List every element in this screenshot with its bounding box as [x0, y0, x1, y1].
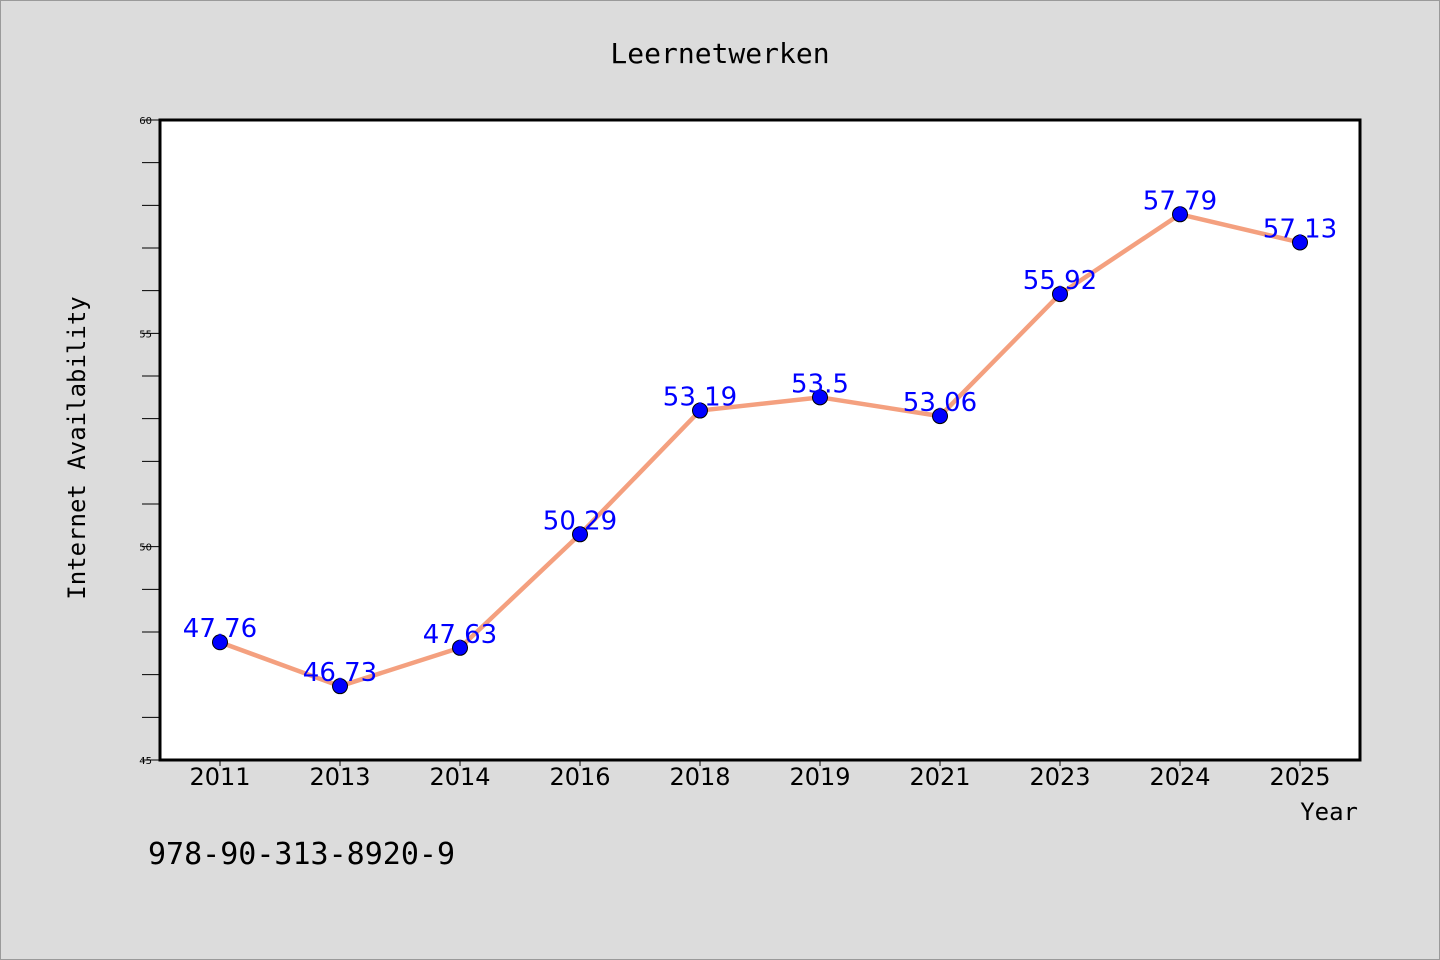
data-label: 57.79 — [1143, 186, 1217, 216]
x-axis-ticks: 2011 2013 2014 2016 2018 2019 2021 2023 2024 2025 — [189, 760, 1331, 791]
y-tick-label: 45 — [139, 756, 152, 767]
x-tick-label: 2013 — [309, 763, 370, 791]
x-axis-label: Year — [1300, 798, 1358, 826]
data-point — [452, 639, 468, 656]
data-labels: 47.76 46.73 47.63 50.29 53.19 53.5 53.06 55.92 5… — [183, 186, 1337, 688]
x-tick-label: 2024 — [1149, 763, 1210, 791]
data-point — [932, 408, 948, 425]
y-tick-label: 55 — [139, 329, 152, 340]
data-point — [812, 389, 828, 406]
y-tick-label: 50 — [139, 543, 152, 554]
y-axis-ticks: 45 50 55 60 — [139, 116, 160, 767]
series-line — [217, 212, 1303, 689]
x-tick-label: 2021 — [909, 763, 970, 791]
x-tick-label: 2016 — [549, 763, 610, 791]
data-point — [572, 526, 588, 543]
data-label: 46.73 — [303, 658, 377, 688]
y-axis-minor-ticks — [142, 162, 160, 718]
data-point — [1052, 286, 1068, 303]
y-tick-label: 60 — [139, 116, 152, 127]
x-tick-label: 2019 — [789, 763, 850, 791]
data-point — [692, 402, 708, 419]
y-axis-label: Internet Availability — [63, 296, 91, 599]
data-label: 57.13 — [1263, 214, 1337, 244]
x-tick-label: 2011 — [189, 763, 250, 791]
x-tick-label: 2025 — [1269, 763, 1330, 791]
data-point — [332, 678, 348, 695]
isbn-text: 978-90-313-8920-9 — [148, 837, 455, 872]
x-tick-label: 2014 — [429, 763, 490, 791]
data-label: 53.06 — [903, 388, 977, 418]
chart-title: Leernetwerken — [610, 37, 829, 70]
data-label: 55.92 — [1023, 266, 1097, 296]
series-markers — [212, 206, 1308, 695]
data-label: 50.29 — [543, 506, 617, 536]
data-point — [212, 634, 228, 651]
data-label: 47.76 — [183, 614, 257, 644]
x-tick-label: 2018 — [669, 763, 730, 791]
data-point — [1172, 206, 1188, 223]
data-label: 47.63 — [423, 620, 497, 650]
x-tick-label: 2023 — [1029, 763, 1090, 791]
data-label: 53.5 — [791, 369, 849, 399]
data-point — [1292, 234, 1308, 251]
data-label: 53.19 — [663, 383, 737, 413]
plot-frame — [158, 118, 1362, 762]
